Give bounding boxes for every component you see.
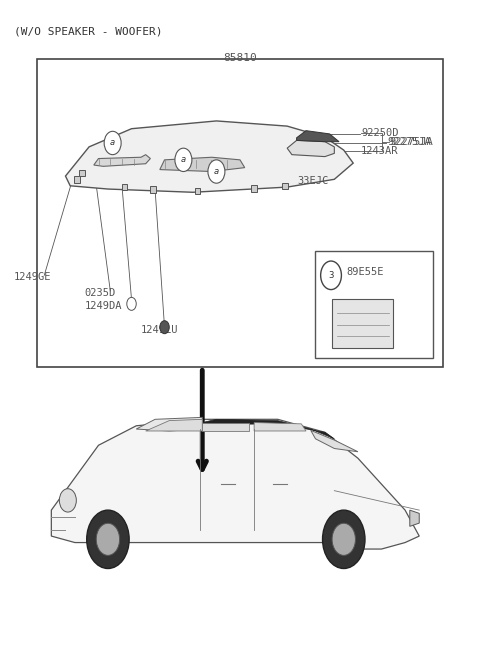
Circle shape — [332, 523, 356, 555]
Text: 92250D: 92250D — [361, 127, 399, 137]
Circle shape — [208, 160, 225, 183]
Polygon shape — [202, 419, 335, 439]
Bar — [79, 170, 85, 176]
Polygon shape — [202, 422, 250, 431]
Text: 1249DA: 1249DA — [84, 301, 122, 311]
Bar — [252, 185, 257, 192]
Bar — [74, 176, 80, 183]
Bar — [195, 188, 200, 194]
Text: 89E55E: 89E55E — [346, 267, 384, 277]
Text: (W/O SPEAKER - WOOFER): (W/O SPEAKER - WOOFER) — [13, 27, 162, 37]
Circle shape — [60, 489, 76, 512]
Text: 92275JA: 92275JA — [389, 137, 433, 147]
Text: a: a — [110, 139, 115, 147]
Text: a: a — [214, 167, 219, 176]
Bar — [121, 184, 127, 191]
Polygon shape — [94, 154, 150, 166]
Polygon shape — [136, 417, 202, 431]
Polygon shape — [311, 430, 358, 452]
Circle shape — [96, 523, 120, 555]
Text: a: a — [181, 155, 186, 164]
Text: 3: 3 — [328, 271, 334, 280]
Text: 1243AR: 1243AR — [361, 146, 399, 156]
Circle shape — [127, 298, 136, 310]
Bar — [37, 59, 443, 367]
Bar — [315, 251, 433, 357]
Text: 85810: 85810 — [223, 53, 257, 63]
Polygon shape — [287, 141, 335, 156]
Polygon shape — [51, 419, 419, 549]
Polygon shape — [145, 419, 202, 431]
Bar — [150, 187, 156, 193]
Polygon shape — [160, 157, 245, 171]
Polygon shape — [254, 422, 306, 431]
Circle shape — [87, 510, 129, 568]
Polygon shape — [297, 131, 339, 142]
Bar — [282, 183, 288, 189]
Text: 0235D: 0235D — [84, 288, 116, 298]
Circle shape — [321, 261, 341, 290]
Text: 33EJC: 33EJC — [298, 176, 329, 186]
Circle shape — [323, 510, 365, 568]
Circle shape — [175, 148, 192, 171]
Bar — [332, 300, 393, 348]
Text: 1249LU: 1249LU — [141, 325, 179, 336]
Circle shape — [160, 321, 169, 334]
Text: 1249GE: 1249GE — [13, 271, 51, 282]
Circle shape — [104, 131, 121, 154]
Polygon shape — [65, 121, 353, 193]
Polygon shape — [410, 510, 419, 526]
Text: 92275JA: 92275JA — [387, 137, 431, 147]
